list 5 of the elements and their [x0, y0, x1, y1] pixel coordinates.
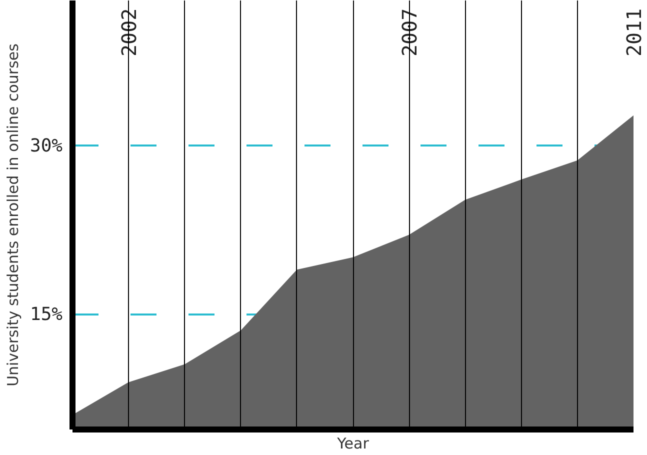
y-axis-title: University students enrolled in online courses: [4, 43, 22, 386]
x-tick-label: 2011: [622, 8, 646, 56]
y-tick-label: 30%: [30, 135, 63, 156]
y-tick-label: 15%: [30, 304, 63, 326]
x-axis-title: Year: [336, 434, 370, 452]
